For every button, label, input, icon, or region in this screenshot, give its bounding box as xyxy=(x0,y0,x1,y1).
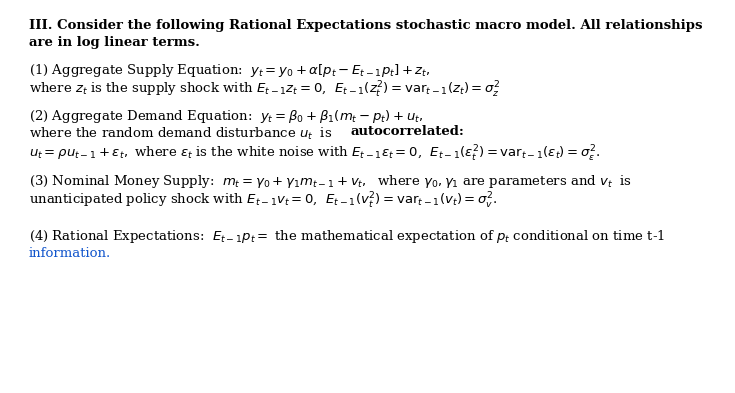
Text: (3) Nominal Money Supply:  $m_t = \gamma_0 + \gamma_1 m_{t-1} + v_t,$  where $\g: (3) Nominal Money Supply: $m_t = \gamma_… xyxy=(29,173,631,190)
Text: (2) Aggregate Demand Equation:  $y_t = \beta_0 + \beta_1(m_t - p_t) + u_t,$: (2) Aggregate Demand Equation: $y_t = \b… xyxy=(29,108,423,125)
Text: (1) Aggregate Supply Equation:  $y_t = y_0 + \alpha[p_t - E_{t-1}p_t] + z_t,$: (1) Aggregate Supply Equation: $y_t = y_… xyxy=(29,62,430,79)
Text: III. Consider the following Rational Expectations stochastic macro model. All re: III. Consider the following Rational Exp… xyxy=(29,19,702,32)
Text: information.: information. xyxy=(29,247,111,260)
Text: unanticipated policy shock with $E_{t-1}v_t = 0$,  $E_{t-1}(v_t^2) = \mathrm{var: unanticipated policy shock with $E_{t-1}… xyxy=(29,191,498,211)
Text: (4) Rational Expectations:  $E_{t-1}p_t =$ the mathematical expectation of $p_t$: (4) Rational Expectations: $E_{t-1}p_t =… xyxy=(29,228,664,246)
Text: where the random demand disturbance $u_t$  is: where the random demand disturbance $u_t… xyxy=(29,125,332,141)
Text: where $z_t$ is the supply shock with $E_{t-1}z_t = 0$,  $E_{t-1}(z_t^2) = \mathr: where $z_t$ is the supply shock with $E_… xyxy=(29,79,500,99)
Text: $u_t = \rho u_{t-1} + \varepsilon_t,$ where $\varepsilon_t$ is the white noise w: $u_t = \rho u_{t-1} + \varepsilon_t,$ wh… xyxy=(29,144,600,164)
Text: are in log linear terms.: are in log linear terms. xyxy=(29,36,199,49)
Text: autocorrelated:: autocorrelated: xyxy=(350,125,464,138)
